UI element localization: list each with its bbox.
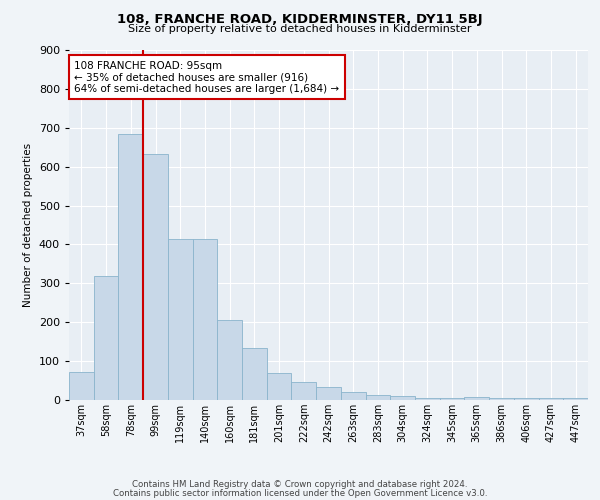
Text: 108, FRANCHE ROAD, KIDDERMINSTER, DY11 5BJ: 108, FRANCHE ROAD, KIDDERMINSTER, DY11 5… — [117, 12, 483, 26]
Bar — [69, 372, 94, 400]
Bar — [464, 397, 489, 400]
Text: 108 FRANCHE ROAD: 95sqm
← 35% of detached houses are smaller (916)
64% of semi-d: 108 FRANCHE ROAD: 95sqm ← 35% of detache… — [74, 60, 340, 94]
Bar — [489, 398, 514, 400]
Bar — [440, 398, 464, 400]
Bar — [242, 348, 267, 400]
Bar — [341, 392, 365, 400]
Bar — [390, 396, 415, 400]
Text: Contains public sector information licensed under the Open Government Licence v3: Contains public sector information licen… — [113, 488, 487, 498]
Bar — [94, 276, 118, 400]
Y-axis label: Number of detached properties: Number of detached properties — [23, 143, 33, 307]
Bar — [217, 320, 242, 400]
Bar — [168, 240, 193, 400]
Bar — [143, 154, 168, 400]
Bar — [118, 134, 143, 400]
Bar — [563, 398, 588, 400]
Bar — [316, 387, 341, 400]
Bar — [292, 382, 316, 400]
Bar — [193, 240, 217, 400]
Bar — [365, 395, 390, 400]
Bar — [415, 398, 440, 400]
Bar — [514, 398, 539, 400]
Bar — [539, 398, 563, 400]
Text: Contains HM Land Registry data © Crown copyright and database right 2024.: Contains HM Land Registry data © Crown c… — [132, 480, 468, 489]
Text: Size of property relative to detached houses in Kidderminster: Size of property relative to detached ho… — [128, 24, 472, 34]
Bar — [267, 373, 292, 400]
